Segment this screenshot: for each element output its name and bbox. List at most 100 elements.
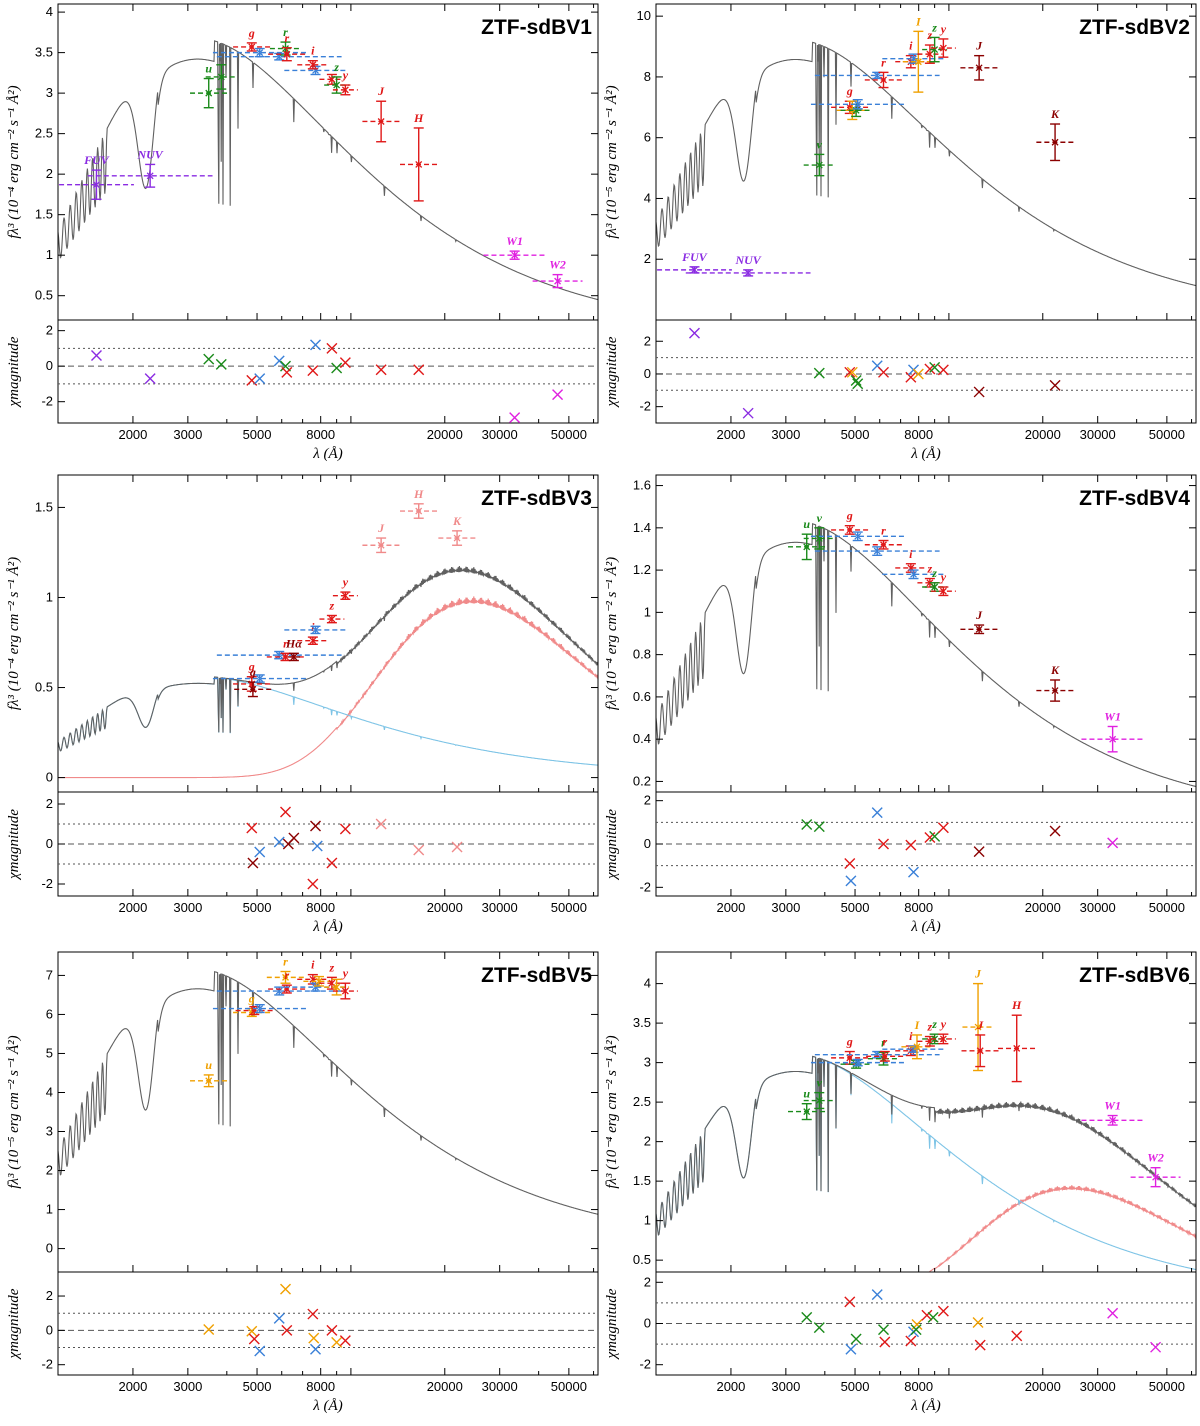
residual-marker	[246, 822, 258, 834]
x-tick-label: 5000	[243, 427, 272, 442]
residual-marker	[552, 389, 564, 401]
data-point	[882, 569, 945, 580]
residual-marker	[308, 1332, 320, 1344]
residual-marker	[375, 364, 387, 376]
residual-marker	[331, 362, 343, 374]
residual-marker	[310, 1343, 322, 1355]
residual-y-tick-label: 0	[46, 358, 53, 373]
x-tick-label: 8000	[904, 427, 933, 442]
x-tick-label: 2000	[118, 1379, 147, 1394]
model-curve	[656, 1055, 1196, 1236]
y-tick-label: 1.6	[633, 478, 651, 493]
point-marker	[415, 160, 423, 168]
x-tick-label: 8000	[306, 900, 335, 915]
residual-y-tick-label: 2	[644, 1274, 651, 1289]
x-tick-label: 3000	[173, 900, 202, 915]
residual-y-tick-label: -2	[639, 399, 651, 414]
point-marker	[910, 570, 917, 578]
data-point	[332, 982, 358, 1000]
filter-label: v	[817, 511, 823, 525]
y-tick-label: 6	[644, 130, 651, 145]
x-tick-label: 50000	[551, 427, 587, 442]
point-marker	[880, 76, 887, 84]
data-point	[962, 982, 994, 1072]
residual-marker	[326, 342, 338, 354]
residual-marker	[973, 846, 985, 858]
residual-axes-frame	[57, 319, 599, 424]
filter-label: FUV	[83, 153, 110, 167]
x-tick-label: 3000	[173, 1379, 202, 1394]
point-marker	[554, 277, 562, 285]
data-point	[483, 250, 546, 260]
y-tick-label: 0.8	[633, 647, 651, 662]
point-marker	[1109, 1116, 1117, 1124]
data-point	[297, 636, 329, 646]
residual-marker	[921, 1309, 933, 1321]
residual-marker	[203, 1324, 215, 1336]
filter-label: H	[1011, 998, 1022, 1012]
point-marker	[309, 61, 317, 69]
x-tick-label: 8000	[904, 1379, 933, 1394]
point-marker	[873, 71, 881, 79]
filter-label: W2	[549, 258, 566, 272]
y-tick-label: 0	[46, 770, 53, 785]
filter-label: r	[881, 1035, 886, 1049]
data-point	[234, 681, 272, 698]
point-marker	[256, 675, 264, 682]
point-marker	[975, 64, 983, 72]
residual-marker	[801, 819, 813, 830]
point-marker	[415, 507, 423, 515]
point-marker	[854, 100, 862, 108]
residual-marker	[905, 1335, 917, 1347]
data-point	[235, 1005, 274, 1016]
data-point	[438, 530, 476, 546]
data-point	[902, 30, 934, 93]
residual-y-tick-label: 2	[644, 333, 651, 348]
filter-label: J	[975, 39, 983, 53]
filter-label: r	[881, 55, 886, 69]
residual-marker	[254, 846, 266, 858]
residual-marker	[845, 875, 857, 887]
filter-label: z	[333, 60, 339, 74]
data-point	[266, 652, 305, 662]
residual-marker	[246, 1325, 258, 1337]
model-curve	[656, 523, 1196, 788]
point-marker	[93, 181, 100, 189]
filter-label: g	[248, 26, 255, 40]
filter-label: r	[882, 1035, 887, 1049]
y-tick-label: 1	[46, 1202, 53, 1217]
data-point	[866, 1050, 904, 1062]
filter-label: r	[283, 955, 288, 969]
y-tick-label: 1	[644, 1213, 651, 1228]
data-point	[268, 47, 306, 62]
point-marker	[341, 86, 349, 94]
y-tick-label: 3	[46, 85, 53, 100]
panel-title: ZTF-sdBV5	[481, 964, 592, 987]
point-marker	[910, 55, 917, 63]
residual-y-tick-label: 2	[46, 1288, 53, 1303]
data-point	[917, 1035, 943, 1047]
data-point	[205, 64, 237, 90]
filter-label: y	[939, 1017, 947, 1031]
filter-label: z	[329, 960, 335, 974]
residual-marker	[910, 1324, 922, 1336]
main-axes-frame	[57, 3, 599, 321]
point-marker	[1152, 1173, 1160, 1181]
point-marker	[205, 1077, 213, 1085]
y-tick-label: 0	[46, 1241, 53, 1256]
filter-label: NUV	[734, 253, 761, 267]
panel-1: FUV NUV u g rr i zy J H W1 W2 ZTF-sdBV1 0.5 1 1.5 2 2.5 3…	[6, 3, 599, 462]
data-point	[212, 1003, 307, 1014]
panel-title: ZTF-sdBV1	[481, 16, 592, 39]
panel-title: ZTF-sdBV2	[1079, 16, 1190, 39]
residual-marker	[929, 361, 941, 373]
x-tick-label: 2000	[118, 900, 147, 915]
residual-marker	[878, 838, 890, 850]
data-point	[190, 77, 228, 109]
residual-marker	[307, 1308, 319, 1320]
model-curve	[656, 41, 1196, 287]
residual-marker	[254, 1345, 266, 1357]
x-tick-label: 8000	[306, 427, 335, 442]
